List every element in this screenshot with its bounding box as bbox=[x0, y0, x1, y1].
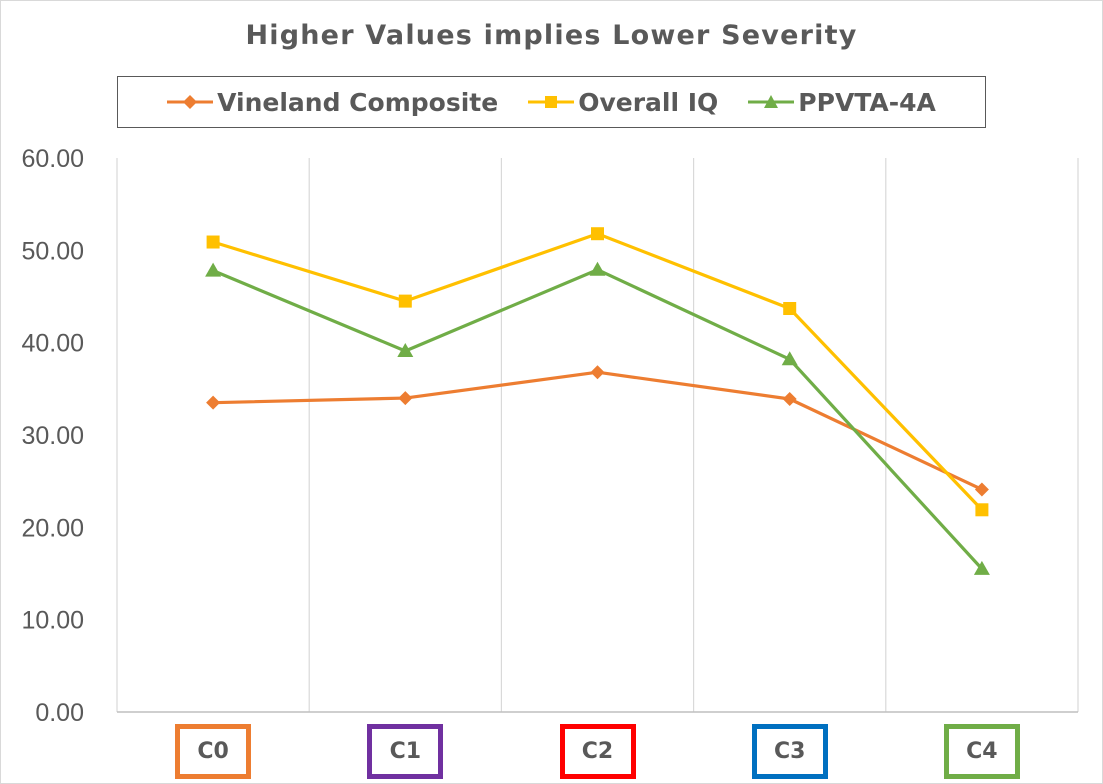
legend-label: Overall IQ bbox=[578, 87, 719, 117]
legend-item-ppvta-4a: PPVTA-4A bbox=[748, 88, 936, 117]
data-point-triangle bbox=[589, 261, 606, 276]
data-point-square bbox=[591, 227, 604, 241]
data-point-triangle bbox=[973, 560, 990, 575]
x-tick-label-c4: C4 bbox=[943, 724, 1020, 779]
chart-legend: Vineland Composite Overall IQ PPVTA-4A bbox=[117, 76, 986, 128]
y-tick-label: 30.00 bbox=[21, 422, 84, 450]
data-point-square bbox=[783, 302, 797, 316]
x-tick-label-c3: C3 bbox=[751, 724, 828, 779]
data-point-square bbox=[398, 294, 412, 308]
series-line-2 bbox=[212, 268, 984, 570]
y-tick-label: 60.00 bbox=[21, 145, 84, 173]
legend-marker-diamond bbox=[167, 95, 214, 109]
legend-item-overall-iq: Overall IQ bbox=[528, 88, 718, 117]
data-point-diamond bbox=[974, 482, 989, 497]
data-point-diamond bbox=[398, 391, 413, 406]
y-tick-label: 10.00 bbox=[21, 607, 84, 635]
data-point-diamond bbox=[590, 365, 605, 380]
data-point-diamond bbox=[782, 391, 797, 406]
legend-marker-square bbox=[528, 96, 575, 108]
legend-item-vineland-composite: Vineland Composite bbox=[167, 88, 498, 117]
data-point-square bbox=[975, 503, 989, 517]
legend-marker-triangle bbox=[748, 95, 795, 108]
y-tick-label: 20.00 bbox=[21, 514, 84, 542]
x-tick-label-c0: C0 bbox=[175, 724, 252, 779]
data-point-triangle bbox=[397, 342, 414, 357]
y-tick-label: 40.00 bbox=[21, 330, 84, 358]
chart-title: Higher Values implies Lower Severity bbox=[245, 20, 858, 51]
legend-label: Vineland Composite bbox=[217, 87, 499, 117]
data-point-diamond bbox=[206, 395, 221, 410]
y-tick-label: 0.00 bbox=[35, 699, 84, 727]
x-tick-label-c1: C1 bbox=[367, 724, 444, 779]
x-tick-label-c2: C2 bbox=[559, 724, 636, 779]
data-point-triangle bbox=[205, 262, 222, 277]
y-tick-label: 50.00 bbox=[21, 237, 84, 265]
data-point-triangle bbox=[781, 351, 798, 366]
data-point-square bbox=[206, 235, 220, 249]
legend-label: PPVTA-4A bbox=[798, 87, 936, 117]
